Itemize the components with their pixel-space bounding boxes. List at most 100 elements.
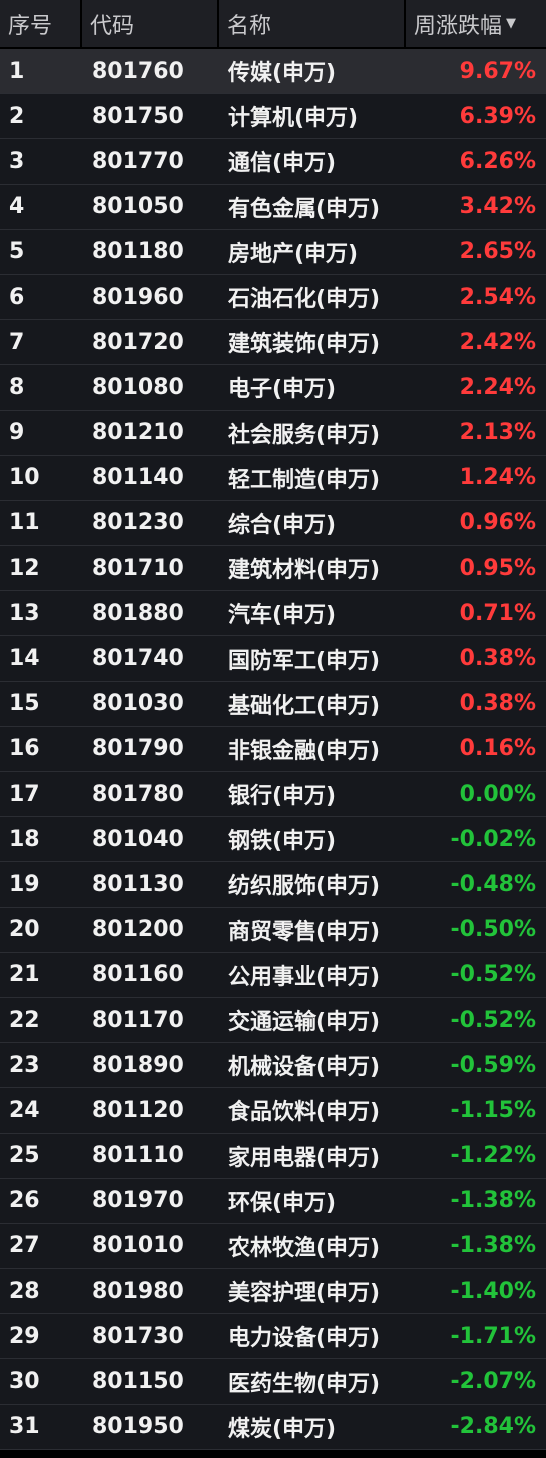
table-row[interactable]: 31 801950 煤炭(申万) -2.84% xyxy=(0,1404,546,1450)
table-row[interactable]: 21 801160 公用事业(申万) -0.52% xyxy=(0,952,546,998)
table-row[interactable]: 1 801760 传媒(申万) 9.67% xyxy=(0,49,546,95)
row-name: 国防军工(申万) xyxy=(228,648,381,674)
row-code: 801170 xyxy=(92,1007,184,1033)
row-name: 计算机(申万) xyxy=(228,106,359,132)
row-weekly-change: -1.71% xyxy=(450,1323,536,1349)
row-weekly-change: -0.02% xyxy=(450,826,536,852)
table-row[interactable]: 8 801080 电子(申万) 2.24% xyxy=(0,365,546,411)
table-row[interactable]: 14 801740 国防军工(申万) 0.38% xyxy=(0,636,546,682)
row-rank: 4 xyxy=(9,194,25,220)
row-name: 综合(申万) xyxy=(228,512,337,538)
caret-down-icon[interactable]: ▼ xyxy=(506,16,517,31)
row-code: 801760 xyxy=(92,58,184,84)
row-rank: 3 xyxy=(9,148,25,174)
row-name: 石油石化(申万) xyxy=(228,287,381,313)
row-code: 801140 xyxy=(92,465,184,491)
table-row[interactable]: 23 801890 机械设备(申万) -0.59% xyxy=(0,1043,546,1089)
row-name: 公用事业(申万) xyxy=(228,964,381,990)
row-code: 801160 xyxy=(92,962,184,988)
row-rank: 25 xyxy=(9,1143,40,1169)
table-row[interactable]: 16 801790 非银金融(申万) 0.16% xyxy=(0,726,546,772)
column-header-rank[interactable]: 序号 xyxy=(0,0,82,47)
table-row[interactable]: 30 801150 医药生物(申万) -2.07% xyxy=(0,1359,546,1405)
row-weekly-change: -0.48% xyxy=(450,871,536,897)
row-rank: 5 xyxy=(9,239,25,265)
row-code: 801780 xyxy=(92,781,184,807)
row-weekly-change: -1.15% xyxy=(450,1097,536,1123)
row-name: 机械设备(申万) xyxy=(228,1055,381,1081)
row-rank: 11 xyxy=(9,510,40,536)
table-row[interactable]: 27 801010 农林牧渔(申万) -1.38% xyxy=(0,1223,546,1270)
row-weekly-change: -0.50% xyxy=(450,917,536,943)
table-row[interactable]: 17 801780 银行(申万) 0.00% xyxy=(0,772,546,818)
row-weekly-change: 3.42% xyxy=(459,194,536,220)
table-row[interactable]: 6 801960 石油石化(申万) 2.54% xyxy=(0,274,546,321)
row-code: 801120 xyxy=(92,1097,184,1123)
row-name: 纺织服饰(申万) xyxy=(228,874,381,900)
row-weekly-change: -2.07% xyxy=(450,1369,536,1395)
row-name: 建筑材料(申万) xyxy=(228,558,381,584)
row-name: 美容护理(申万) xyxy=(228,1281,381,1307)
table-row[interactable]: 28 801980 美容护理(申万) -1.40% xyxy=(0,1269,546,1315)
row-name: 钢铁(申万) xyxy=(228,829,337,855)
row-code: 801720 xyxy=(92,329,184,355)
row-weekly-change: 6.39% xyxy=(459,103,536,129)
row-weekly-change: 1.24% xyxy=(459,465,536,491)
row-name: 农林牧渔(申万) xyxy=(228,1235,381,1261)
table-row[interactable]: 2 801750 计算机(申万) 6.39% xyxy=(0,94,546,140)
table-row[interactable]: 29 801730 电力设备(申万) -1.71% xyxy=(0,1314,546,1360)
row-name: 商贸零售(申万) xyxy=(228,919,381,945)
row-weekly-change: -0.59% xyxy=(450,1052,536,1078)
table-row[interactable]: 20 801200 商贸零售(申万) -0.50% xyxy=(0,907,546,953)
row-rank: 16 xyxy=(9,736,40,762)
row-rank: 29 xyxy=(9,1323,40,1349)
row-code: 801010 xyxy=(92,1233,184,1259)
row-name: 汽车(申万) xyxy=(228,603,337,629)
row-name: 轻工制造(申万) xyxy=(228,467,381,493)
row-rank: 6 xyxy=(9,284,25,310)
row-name: 交通运输(申万) xyxy=(228,1010,381,1036)
column-header-name-label: 名称 xyxy=(227,13,272,39)
row-code: 801180 xyxy=(92,239,184,265)
row-rank: 24 xyxy=(9,1097,40,1123)
table-row[interactable]: 13 801880 汽车(申万) 0.71% xyxy=(0,591,546,637)
row-code: 801200 xyxy=(92,917,184,943)
row-rank: 8 xyxy=(9,374,25,400)
row-weekly-change: -1.22% xyxy=(450,1143,536,1169)
row-weekly-change: 0.38% xyxy=(459,691,536,717)
table-row[interactable]: 25 801110 家用电器(申万) -1.22% xyxy=(0,1133,546,1179)
row-rank: 27 xyxy=(9,1233,40,1259)
row-weekly-change: 2.13% xyxy=(459,420,536,446)
row-rank: 26 xyxy=(9,1188,40,1214)
table-row[interactable]: 12 801710 建筑材料(申万) 0.95% xyxy=(0,546,546,592)
row-code: 801880 xyxy=(92,600,184,626)
table-row[interactable]: 4 801050 有色金属(申万) 3.42% xyxy=(0,184,546,230)
row-weekly-change: 0.16% xyxy=(459,736,536,762)
table-row[interactable]: 22 801170 交通运输(申万) -0.52% xyxy=(0,997,546,1044)
table-row[interactable]: 5 801180 房地产(申万) 2.65% xyxy=(0,229,546,275)
row-weekly-change: 6.26% xyxy=(459,148,536,174)
table-row[interactable]: 3 801770 通信(申万) 6.26% xyxy=(0,139,546,185)
table-row[interactable]: 26 801970 环保(申万) -1.38% xyxy=(0,1178,546,1224)
table-row[interactable]: 24 801120 食品饮料(申万) -1.15% xyxy=(0,1088,546,1134)
table-row[interactable]: 10 801140 轻工制造(申万) 1.24% xyxy=(0,455,546,501)
row-rank: 13 xyxy=(9,600,40,626)
row-rank: 2 xyxy=(9,103,25,129)
column-header-weekly-change[interactable]: 周涨跌幅 ▼ xyxy=(406,0,546,47)
row-code: 801150 xyxy=(92,1369,184,1395)
table-row[interactable]: 11 801230 综合(申万) 0.96% xyxy=(0,500,546,547)
table-row[interactable]: 9 801210 社会服务(申万) 2.13% xyxy=(0,410,546,456)
row-code: 801080 xyxy=(92,374,184,400)
row-weekly-change: 2.42% xyxy=(459,329,536,355)
table-row[interactable]: 19 801130 纺织服饰(申万) -0.48% xyxy=(0,862,546,908)
row-rank: 31 xyxy=(9,1414,40,1440)
table-row[interactable]: 7 801720 建筑装饰(申万) 2.42% xyxy=(0,320,546,366)
table-row[interactable]: 15 801030 基础化工(申万) 0.38% xyxy=(0,681,546,727)
table-row[interactable]: 18 801040 钢铁(申万) -0.02% xyxy=(0,817,546,863)
row-rank: 20 xyxy=(9,917,40,943)
row-code: 801790 xyxy=(92,736,184,762)
column-header-name[interactable]: 名称 xyxy=(219,0,406,47)
column-header-code[interactable]: 代码 xyxy=(82,0,219,47)
row-code: 801750 xyxy=(92,103,184,129)
row-weekly-change: 0.38% xyxy=(459,646,536,672)
